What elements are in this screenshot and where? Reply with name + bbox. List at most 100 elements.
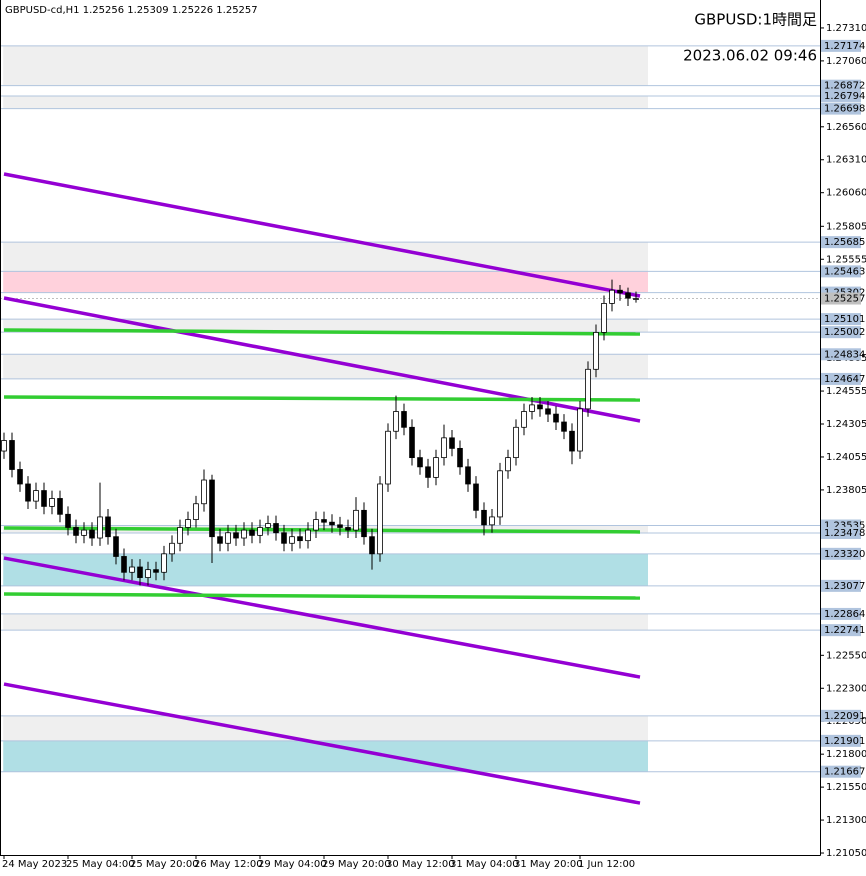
candle-body bbox=[465, 466, 471, 485]
level-label: 1.25101 bbox=[824, 314, 865, 325]
zone bbox=[3, 45, 648, 86]
level-label: 1.27174 bbox=[824, 41, 865, 52]
candle-body bbox=[177, 527, 183, 544]
level-label: 1.26872 bbox=[824, 81, 865, 92]
y-tick-label: 1.25555 bbox=[826, 254, 866, 265]
candle-body bbox=[361, 509, 367, 538]
level-label: 1.25685 bbox=[824, 237, 865, 248]
y-tick-label: 1.26060 bbox=[826, 188, 866, 199]
trendline bbox=[3, 328, 641, 336]
y-tick-label: 1.26310 bbox=[826, 155, 866, 166]
candle-body bbox=[609, 289, 615, 304]
chart-title: GBPUSD-cd,H1 1.25256 1.25309 1.25226 1.2… bbox=[5, 5, 258, 16]
candles bbox=[1, 279, 639, 586]
y-tick-label: 1.21800 bbox=[826, 749, 866, 760]
level-badge bbox=[821, 527, 861, 540]
level-badge bbox=[821, 89, 861, 102]
zone bbox=[3, 553, 648, 586]
candle-body bbox=[97, 516, 103, 539]
level-badge bbox=[821, 265, 861, 278]
time-label: 2023.06.02 09:46 bbox=[683, 47, 817, 65]
x-tick-label: 31 May 04:00 bbox=[450, 859, 519, 870]
zone bbox=[3, 271, 648, 293]
candle-body bbox=[281, 532, 287, 544]
candle-body bbox=[377, 483, 383, 555]
candle-body bbox=[593, 332, 599, 370]
candle-body bbox=[57, 498, 63, 515]
y-tick-label: 1.25805 bbox=[826, 221, 866, 232]
trendline bbox=[3, 682, 641, 805]
level-label: 1.26794 bbox=[824, 91, 865, 102]
candle-body bbox=[289, 536, 295, 544]
candle-body bbox=[193, 503, 199, 520]
level-label: 1.25002 bbox=[824, 327, 865, 338]
candle-body bbox=[449, 437, 455, 449]
x-tick-label: 31 May 20:00 bbox=[514, 859, 583, 870]
candle-body bbox=[153, 569, 159, 573]
candle-body bbox=[209, 479, 215, 538]
candle-body bbox=[9, 440, 15, 470]
candle-body bbox=[633, 298, 639, 300]
candle-body bbox=[161, 553, 167, 573]
candle-body bbox=[433, 457, 439, 478]
candle-body bbox=[257, 527, 263, 536]
zone bbox=[3, 354, 648, 379]
x-tick-label: 25 May 20:00 bbox=[130, 859, 199, 870]
trendline bbox=[3, 395, 641, 402]
y-tick-label: 1.27060 bbox=[826, 56, 866, 67]
level-label: 1.22741 bbox=[824, 625, 865, 636]
level-badge bbox=[821, 236, 861, 249]
candle-body bbox=[145, 569, 151, 578]
candle-body bbox=[617, 289, 623, 294]
candle-body bbox=[305, 529, 311, 542]
candle-body bbox=[41, 490, 47, 507]
candle-body bbox=[457, 447, 463, 468]
level-badge bbox=[821, 79, 861, 92]
candle-body bbox=[569, 430, 575, 452]
trendlines bbox=[3, 172, 641, 805]
candle-body bbox=[385, 430, 391, 485]
y-tick-label: 1.24055 bbox=[826, 452, 866, 463]
level-badge bbox=[821, 734, 861, 747]
candle-body bbox=[441, 437, 447, 459]
candle-body bbox=[329, 521, 335, 526]
level-badge bbox=[821, 709, 861, 722]
level-label: 1.22091 bbox=[824, 711, 865, 722]
candle-body bbox=[1, 440, 7, 452]
level-badge bbox=[821, 372, 861, 385]
candle-body bbox=[513, 426, 519, 459]
level-label: 1.26698 bbox=[824, 104, 865, 115]
y-tick-label: 1.23805 bbox=[826, 485, 866, 496]
candle-body bbox=[313, 519, 319, 531]
candle-body bbox=[25, 483, 31, 502]
candle-body bbox=[393, 411, 399, 432]
candle-body bbox=[521, 411, 527, 428]
level-label: 1.22864 bbox=[824, 609, 865, 620]
trendline bbox=[3, 592, 641, 600]
candle-body bbox=[625, 292, 631, 299]
price-badge bbox=[821, 292, 861, 305]
level-badge bbox=[821, 547, 861, 560]
candle-body bbox=[601, 303, 607, 333]
y-tick-label: 1.22550 bbox=[826, 650, 866, 661]
levels bbox=[0, 45, 820, 773]
candle-body bbox=[233, 532, 239, 539]
candle-body bbox=[65, 513, 71, 528]
level-badge bbox=[821, 607, 861, 620]
level-label: 1.23077 bbox=[824, 581, 865, 592]
candle-body bbox=[113, 536, 119, 557]
candle-body bbox=[217, 536, 223, 544]
candle-body bbox=[49, 498, 55, 507]
level-badge bbox=[821, 579, 861, 592]
candle-body bbox=[129, 566, 135, 573]
candle-body bbox=[481, 509, 487, 526]
y-tick-label: 1.21050 bbox=[826, 848, 866, 859]
level-label: 1.21901 bbox=[824, 736, 865, 747]
x-tick-label: 29 May 04:00 bbox=[258, 859, 327, 870]
x-tick-label: 25 May 04:00 bbox=[66, 859, 135, 870]
zone bbox=[3, 715, 648, 741]
candle-body bbox=[585, 368, 591, 410]
x-tick-label: 1 Jun 12:00 bbox=[578, 859, 635, 870]
candle-body bbox=[417, 457, 423, 468]
